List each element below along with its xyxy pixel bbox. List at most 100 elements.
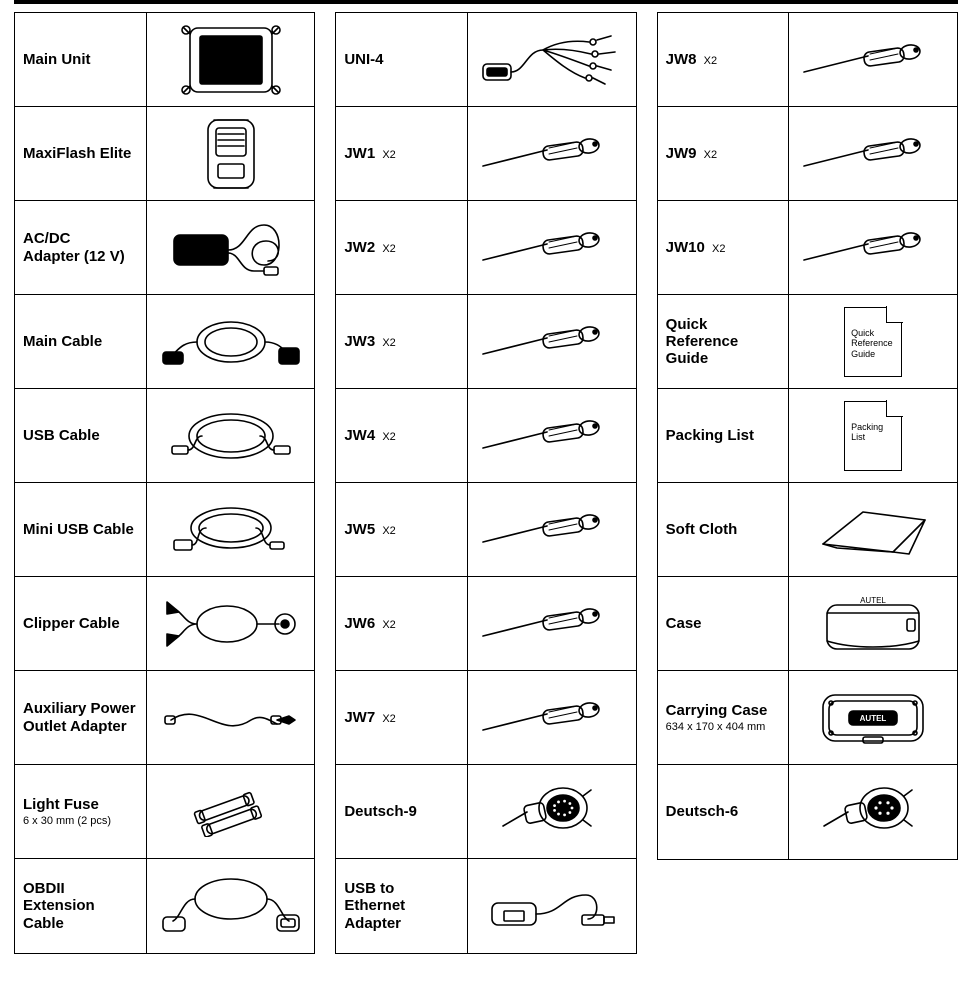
auxpower-icon bbox=[147, 671, 315, 764]
label-cell: JW3 X2 bbox=[336, 295, 468, 388]
item-sublabel: 634 x 170 x 404 mm bbox=[666, 721, 781, 733]
label-cell: JW10 X2 bbox=[658, 201, 790, 294]
probe-icon bbox=[789, 107, 957, 200]
sheet-icon: QuickReferenceGuide bbox=[789, 295, 957, 388]
table-row: MaxiFlash Elite bbox=[15, 107, 314, 201]
label-cell: Deutsch-6 bbox=[658, 765, 790, 859]
cloth-icon bbox=[789, 483, 957, 576]
table-row: USB to EthernetAdapter bbox=[336, 859, 635, 953]
svg-text:AUTEL: AUTEL bbox=[860, 596, 886, 605]
fuse-icon bbox=[147, 765, 315, 858]
item-label: Deutsch-9 bbox=[344, 803, 459, 820]
usbeth-icon bbox=[468, 859, 636, 953]
item-label: JW8 X2 bbox=[666, 51, 781, 68]
item-label: Case bbox=[666, 615, 781, 632]
label-cell: JW8 X2 bbox=[658, 13, 790, 106]
probe-icon bbox=[789, 13, 957, 106]
acdc-icon bbox=[147, 201, 315, 294]
label-cell: JW7 X2 bbox=[336, 671, 468, 764]
sheet-icon: PackingList bbox=[789, 389, 957, 482]
label-cell: Auxiliary PowerOutlet Adapter bbox=[15, 671, 147, 764]
clipper-icon bbox=[147, 577, 315, 670]
item-label: JW10 X2 bbox=[666, 239, 781, 256]
miniusb-icon bbox=[147, 483, 315, 576]
label-cell: Case bbox=[658, 577, 790, 670]
label-cell: JW2 X2 bbox=[336, 201, 468, 294]
table-row: JW4 X2 bbox=[336, 389, 635, 483]
item-label: Light Fuse bbox=[23, 796, 138, 813]
table-row: JW10 X2 bbox=[658, 201, 957, 295]
item-label: UNI-4 bbox=[344, 51, 459, 68]
item-label: Carrying Case bbox=[666, 702, 781, 719]
label-cell: AC/DCAdapter (12 V) bbox=[15, 201, 147, 294]
label-cell: Mini USB Cable bbox=[15, 483, 147, 576]
obdext-icon bbox=[147, 859, 315, 953]
table-row: AC/DCAdapter (12 V) bbox=[15, 201, 314, 295]
label-cell: Clipper Cable bbox=[15, 577, 147, 670]
item-label: JW2 X2 bbox=[344, 239, 459, 256]
carrycase-icon: AUTEL bbox=[789, 671, 957, 764]
packing-list-page: Main Unit MaxiFlash Elite AC/DCAdapter (… bbox=[0, 0, 972, 974]
table-row: JW1 X2 bbox=[336, 107, 635, 201]
sheet-icon: PackingList bbox=[844, 401, 902, 471]
item-label: Packing List bbox=[666, 427, 781, 444]
tablet-icon bbox=[147, 13, 315, 106]
probe-icon bbox=[468, 483, 636, 576]
column-3: JW8 X2 JW9 X2 JW10 X2 Quick ReferenceGui… bbox=[657, 12, 958, 860]
label-cell: UNI-4 bbox=[336, 13, 468, 106]
item-sublabel: 6 x 30 mm (2 pcs) bbox=[23, 815, 138, 827]
item-label: Deutsch-6 bbox=[666, 803, 781, 820]
label-cell: Carrying Case 634 x 170 x 404 mm bbox=[658, 671, 790, 764]
label-cell: Main Unit bbox=[15, 13, 147, 106]
table-row: OBDII ExtensionCable bbox=[15, 859, 314, 953]
svg-text:AUTEL: AUTEL bbox=[860, 714, 887, 723]
table-row: Case AUTEL bbox=[658, 577, 957, 671]
item-label: Auxiliary PowerOutlet Adapter bbox=[23, 700, 138, 735]
label-cell: Soft Cloth bbox=[658, 483, 790, 576]
probe-icon bbox=[468, 671, 636, 764]
table-row: Deutsch-6 bbox=[658, 765, 957, 859]
table-row: JW6 X2 bbox=[336, 577, 635, 671]
item-label: JW9 X2 bbox=[666, 145, 781, 162]
label-cell: JW6 X2 bbox=[336, 577, 468, 670]
probe-icon bbox=[468, 201, 636, 294]
table-row: USB Cable bbox=[15, 389, 314, 483]
label-cell: JW5 X2 bbox=[336, 483, 468, 576]
table-row: Auxiliary PowerOutlet Adapter bbox=[15, 671, 314, 765]
label-cell: JW1 X2 bbox=[336, 107, 468, 200]
table-row: Light Fuse 6 x 30 mm (2 pcs) bbox=[15, 765, 314, 859]
item-label: USB Cable bbox=[23, 427, 138, 444]
item-label: JW6 X2 bbox=[344, 615, 459, 632]
item-label: Soft Cloth bbox=[666, 521, 781, 538]
label-cell: Packing List bbox=[658, 389, 790, 482]
uni4-icon bbox=[468, 13, 636, 106]
item-label: Main Unit bbox=[23, 51, 138, 68]
table-row: JW9 X2 bbox=[658, 107, 957, 201]
table-row: Mini USB Cable bbox=[15, 483, 314, 577]
probe-icon bbox=[468, 577, 636, 670]
item-label: OBDII ExtensionCable bbox=[23, 880, 138, 932]
item-label: AC/DCAdapter (12 V) bbox=[23, 230, 138, 265]
column-1: Main Unit MaxiFlash Elite AC/DCAdapter (… bbox=[14, 12, 315, 954]
deutsch6-icon bbox=[789, 765, 957, 859]
columns-container: Main Unit MaxiFlash Elite AC/DCAdapter (… bbox=[14, 12, 958, 954]
table-row: Quick ReferenceGuide QuickReferenceGuide bbox=[658, 295, 957, 389]
table-row: JW2 X2 bbox=[336, 201, 635, 295]
table-row: Packing List PackingList bbox=[658, 389, 957, 483]
table-row: Carrying Case 634 x 170 x 404 mm AUTEL bbox=[658, 671, 957, 765]
sheet-icon: QuickReferenceGuide bbox=[844, 307, 902, 377]
table-row: JW5 X2 bbox=[336, 483, 635, 577]
maincable-icon bbox=[147, 295, 315, 388]
item-label: JW7 X2 bbox=[344, 709, 459, 726]
table-row: JW7 X2 bbox=[336, 671, 635, 765]
table-row: Main Unit bbox=[15, 13, 314, 107]
column-2: UNI-4 JW1 X2 JW2 X2 JW3 X2 JW4 X2 JW5 X2 bbox=[335, 12, 636, 954]
label-cell: USB Cable bbox=[15, 389, 147, 482]
probe-icon bbox=[468, 389, 636, 482]
item-label: MaxiFlash Elite bbox=[23, 145, 138, 162]
table-row: Main Cable bbox=[15, 295, 314, 389]
table-row: Clipper Cable bbox=[15, 577, 314, 671]
label-cell: USB to EthernetAdapter bbox=[336, 859, 468, 953]
probe-icon bbox=[468, 295, 636, 388]
case-icon: AUTEL bbox=[789, 577, 957, 670]
